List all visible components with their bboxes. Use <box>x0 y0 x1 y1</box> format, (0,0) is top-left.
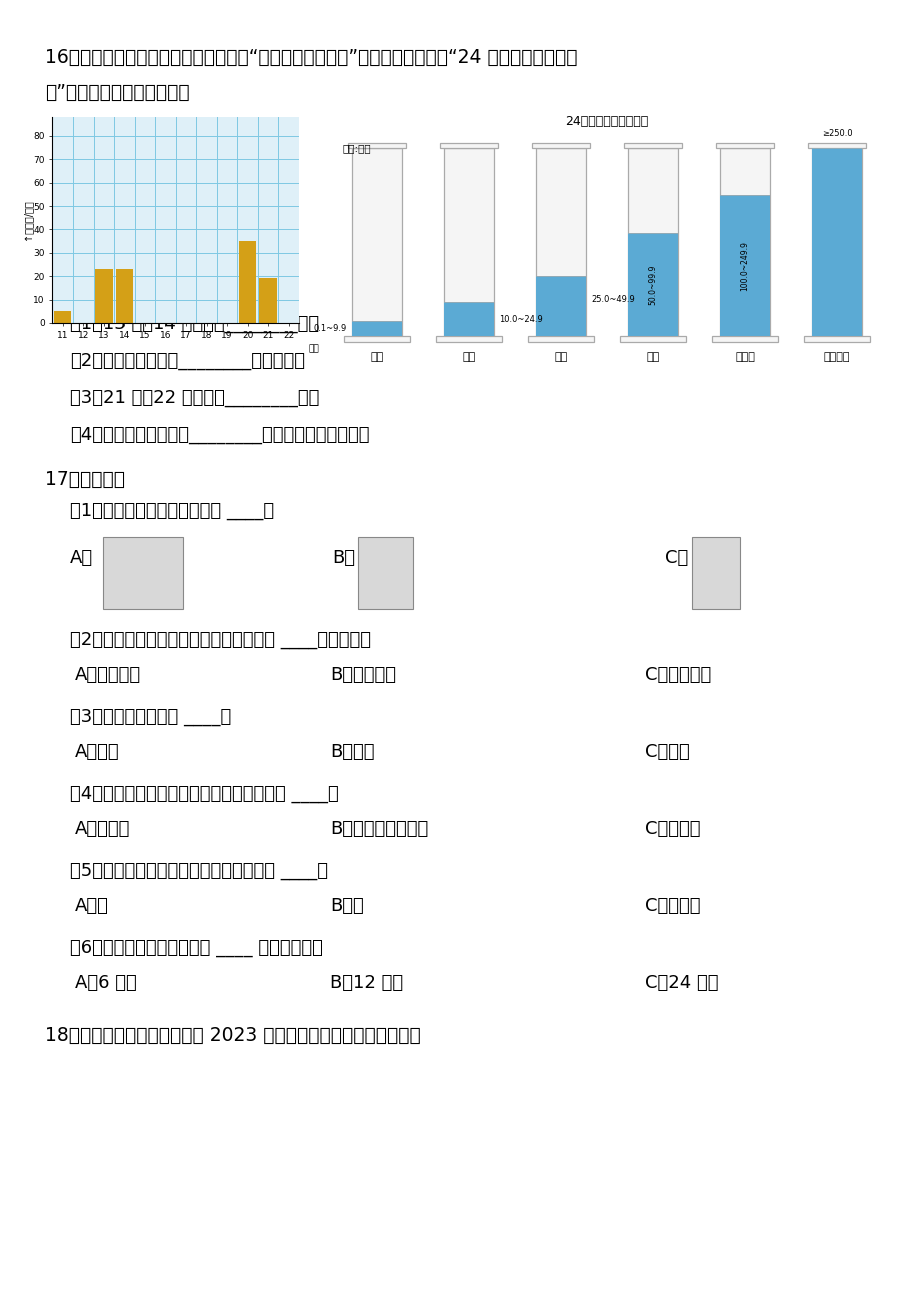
Text: （2）根据两图可知，________日是小雨。: （2）根据两图可知，________日是小雨。 <box>70 352 305 370</box>
FancyBboxPatch shape <box>536 276 585 336</box>
FancyBboxPatch shape <box>720 148 769 336</box>
FancyBboxPatch shape <box>811 148 861 336</box>
FancyBboxPatch shape <box>715 143 774 148</box>
Text: C．沙尘暴: C．沙尘暴 <box>644 897 699 915</box>
Text: 24小时降雨量等级标准: 24小时降雨量等级标准 <box>565 115 648 128</box>
FancyBboxPatch shape <box>439 143 498 148</box>
Text: A．6 小时: A．6 小时 <box>75 974 137 992</box>
Text: 暴雨: 暴雨 <box>646 352 659 362</box>
FancyBboxPatch shape <box>811 148 861 336</box>
FancyBboxPatch shape <box>344 336 410 342</box>
Text: 17．雨量器。: 17．雨量器。 <box>45 470 125 490</box>
FancyBboxPatch shape <box>352 320 402 336</box>
Text: B．12 小时: B．12 小时 <box>330 974 403 992</box>
Bar <box>116 270 133 323</box>
FancyBboxPatch shape <box>352 148 402 336</box>
Text: 单位:毫米: 单位:毫米 <box>342 143 370 154</box>
FancyBboxPatch shape <box>803 336 869 342</box>
Text: A．斜坡上: A．斜坡上 <box>75 820 130 838</box>
Text: A．内部底面: A．内部底面 <box>75 667 141 684</box>
FancyBboxPatch shape <box>720 195 769 336</box>
Text: C．任何位置: C．任何位置 <box>644 667 710 684</box>
Text: 0.1~9.9: 0.1~9.9 <box>313 324 346 333</box>
Text: B．室外平整的地方: B．室外平整的地方 <box>330 820 427 838</box>
FancyBboxPatch shape <box>436 336 502 342</box>
FancyBboxPatch shape <box>711 336 777 342</box>
Text: （3）21 日、22 日两天是________雨。: （3）21 日、22 日两天是________雨。 <box>70 389 319 408</box>
Text: B．: B． <box>332 549 355 566</box>
Text: C．毫升: C．毫升 <box>644 743 689 760</box>
FancyBboxPatch shape <box>444 302 494 336</box>
Text: C．24 小时: C．24 小时 <box>644 974 718 992</box>
Text: 大暴雨: 大暴雨 <box>734 352 754 362</box>
FancyBboxPatch shape <box>807 143 866 148</box>
FancyBboxPatch shape <box>619 336 686 342</box>
Text: （6）一天中的降水量指的是 ____ 的降水总量。: （6）一天中的降水量指的是 ____ 的降水总量。 <box>70 939 323 957</box>
Text: 100.0~249.9: 100.0~249.9 <box>740 241 749 290</box>
Text: B．毫米: B．毫米 <box>330 743 374 760</box>
FancyBboxPatch shape <box>536 148 585 336</box>
Text: C．: C． <box>664 549 687 566</box>
Bar <box>95 270 112 323</box>
FancyBboxPatch shape <box>347 143 406 148</box>
Text: A．千克: A．千克 <box>75 743 119 760</box>
Bar <box>357 536 413 609</box>
Text: 18．如下图，是克拉玛依地区 2023 年度每月降水总量柱状统计图。: 18．如下图，是克拉玛依地区 2023 年度每月降水总量柱状统计图。 <box>45 1026 420 1046</box>
Text: （4）这几天，共出现了________种不同的降雨量等级。: （4）这几天，共出现了________种不同的降雨量等级。 <box>70 426 369 444</box>
FancyBboxPatch shape <box>444 148 494 336</box>
Bar <box>691 536 739 609</box>
Text: B．雾: B．雾 <box>330 897 363 915</box>
Text: （2）贴刻度条时，零刻度线要跟雨量器的 ____位置对齐。: （2）贴刻度条时，零刻度线要跟雨量器的 ____位置对齐。 <box>70 631 370 648</box>
Text: A．: A． <box>70 549 93 566</box>
Text: 日期: 日期 <box>308 344 318 353</box>
Text: 25.0~49.9: 25.0~49.9 <box>591 296 635 305</box>
Text: 16．下列是小米同学记录的一段时间的“降雨量变化柱状图”和气象学家制定的“24 小时降雨量等级标: 16．下列是小米同学记录的一段时间的“降雨量变化柱状图”和气象学家制定的“24 … <box>45 48 577 66</box>
Text: 小雨: 小雨 <box>370 352 383 362</box>
Text: B．外部底面: B．外部底面 <box>330 667 395 684</box>
Text: （3）降雨量的单位是 ____。: （3）降雨量的单位是 ____。 <box>70 708 231 727</box>
Bar <box>54 311 72 323</box>
FancyBboxPatch shape <box>531 143 590 148</box>
Bar <box>259 279 277 323</box>
Y-axis label: ↑降雨量/毫米: ↑降雨量/毫米 <box>22 199 32 241</box>
Bar <box>239 241 256 323</box>
Text: （5）下列天气现象中，属于降水形式的是 ____。: （5）下列天气现象中，属于降水形式的是 ____。 <box>70 862 328 880</box>
Text: （1）下列适合制作雨量器的是 ____。: （1）下列适合制作雨量器的是 ____。 <box>70 503 274 519</box>
FancyBboxPatch shape <box>628 148 677 336</box>
Text: 10.0~24.9: 10.0~24.9 <box>499 315 543 323</box>
Text: 大雨: 大雨 <box>554 352 567 362</box>
Text: ≥250.0: ≥250.0 <box>821 129 852 138</box>
Text: A．雪: A．雪 <box>75 897 108 915</box>
Text: 特大暴雨: 特大暴雨 <box>823 352 849 362</box>
Text: 50.0~99.9: 50.0~99.9 <box>648 264 657 305</box>
FancyBboxPatch shape <box>528 336 594 342</box>
Text: 中雨: 中雨 <box>462 352 475 362</box>
Text: 准”，仔细观察并回答问题。: 准”，仔细观察并回答问题。 <box>45 83 189 102</box>
Text: （4）用雨量器收集雨水时，雨量器需要放在 ____。: （4）用雨量器收集雨水时，雨量器需要放在 ____。 <box>70 785 338 803</box>
FancyBboxPatch shape <box>628 233 677 336</box>
FancyBboxPatch shape <box>623 143 682 148</box>
Text: （1）13 日、14 日两天是________雨。: （1）13 日、14 日两天是________雨。 <box>70 315 319 333</box>
Text: C．教室里: C．教室里 <box>644 820 699 838</box>
Bar <box>103 536 183 609</box>
